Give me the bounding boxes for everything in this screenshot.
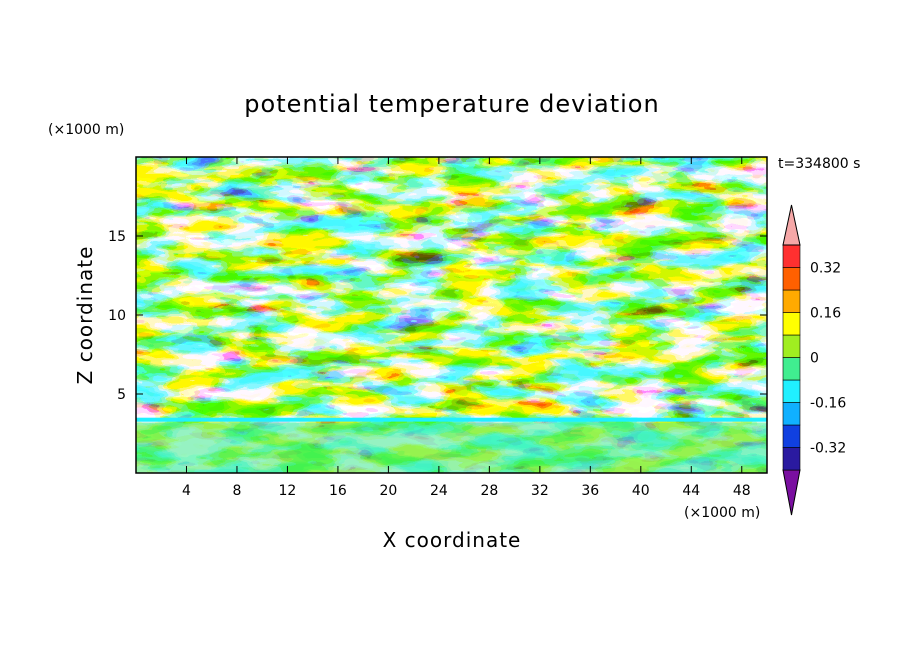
colorbar-label: 0.32 bbox=[810, 261, 841, 277]
x-tick-label: 28 bbox=[480, 483, 498, 499]
colorbar-segment bbox=[782, 379, 801, 403]
colorbar-label: -0.32 bbox=[810, 441, 846, 457]
x-tick-label: 20 bbox=[379, 483, 397, 499]
colorbar-segment bbox=[782, 312, 801, 336]
y-tick-label: 15 bbox=[108, 229, 126, 245]
colorbar-segment bbox=[782, 402, 801, 426]
x-tick-label: 4 bbox=[182, 483, 191, 499]
plot-area bbox=[136, 157, 767, 473]
colorbar-extend-min bbox=[782, 469, 801, 516]
colorbar-segment bbox=[782, 244, 801, 268]
colorbar: 0.32 0.16 0 -0.16 -0.32 bbox=[782, 204, 846, 516]
colorbar-segment bbox=[782, 334, 801, 358]
x-tick-label: 12 bbox=[279, 483, 297, 499]
x-tick-label: 36 bbox=[581, 483, 599, 499]
x-tick-label: 24 bbox=[430, 483, 448, 499]
y-tick-label: 10 bbox=[108, 308, 126, 324]
z-units-label: (×1000 m) bbox=[48, 122, 124, 138]
x-tick-label: 48 bbox=[733, 483, 751, 499]
colorbar-extend-max bbox=[782, 204, 801, 246]
x-tick-label: 40 bbox=[632, 483, 650, 499]
contour-bands bbox=[136, 417, 767, 473]
colorbar-label: 0.16 bbox=[810, 306, 841, 322]
x-tick-label: 16 bbox=[329, 483, 347, 499]
boundary-layer-band bbox=[136, 422, 767, 473]
colorbar-segment bbox=[782, 424, 801, 448]
x-tick-label: 8 bbox=[232, 483, 241, 499]
chart-title: potential temperature deviation bbox=[244, 90, 659, 118]
x-axis-label: X coordinate bbox=[383, 528, 522, 552]
colorbar-segment bbox=[782, 267, 801, 291]
x-axis: 4 8 12 16 20 24 28 32 36 40 44 48 bbox=[182, 157, 751, 499]
y-axis-label: Z coordinate bbox=[73, 246, 97, 385]
colorbar-segment bbox=[782, 447, 801, 471]
x-units-label: (×1000 m) bbox=[684, 505, 760, 521]
y-axis: 5 10 15 bbox=[108, 229, 767, 403]
inversion-line bbox=[136, 417, 767, 422]
x-tick-label: 44 bbox=[682, 483, 700, 499]
y-tick-label: 5 bbox=[117, 387, 126, 403]
time-label: t=334800 s bbox=[778, 156, 860, 172]
colorbar-segment bbox=[782, 289, 801, 313]
colorbar-label: 0 bbox=[810, 351, 819, 367]
colorbar-label: -0.16 bbox=[810, 396, 846, 412]
colorbar-segment bbox=[782, 357, 801, 381]
x-tick-label: 32 bbox=[531, 483, 549, 499]
